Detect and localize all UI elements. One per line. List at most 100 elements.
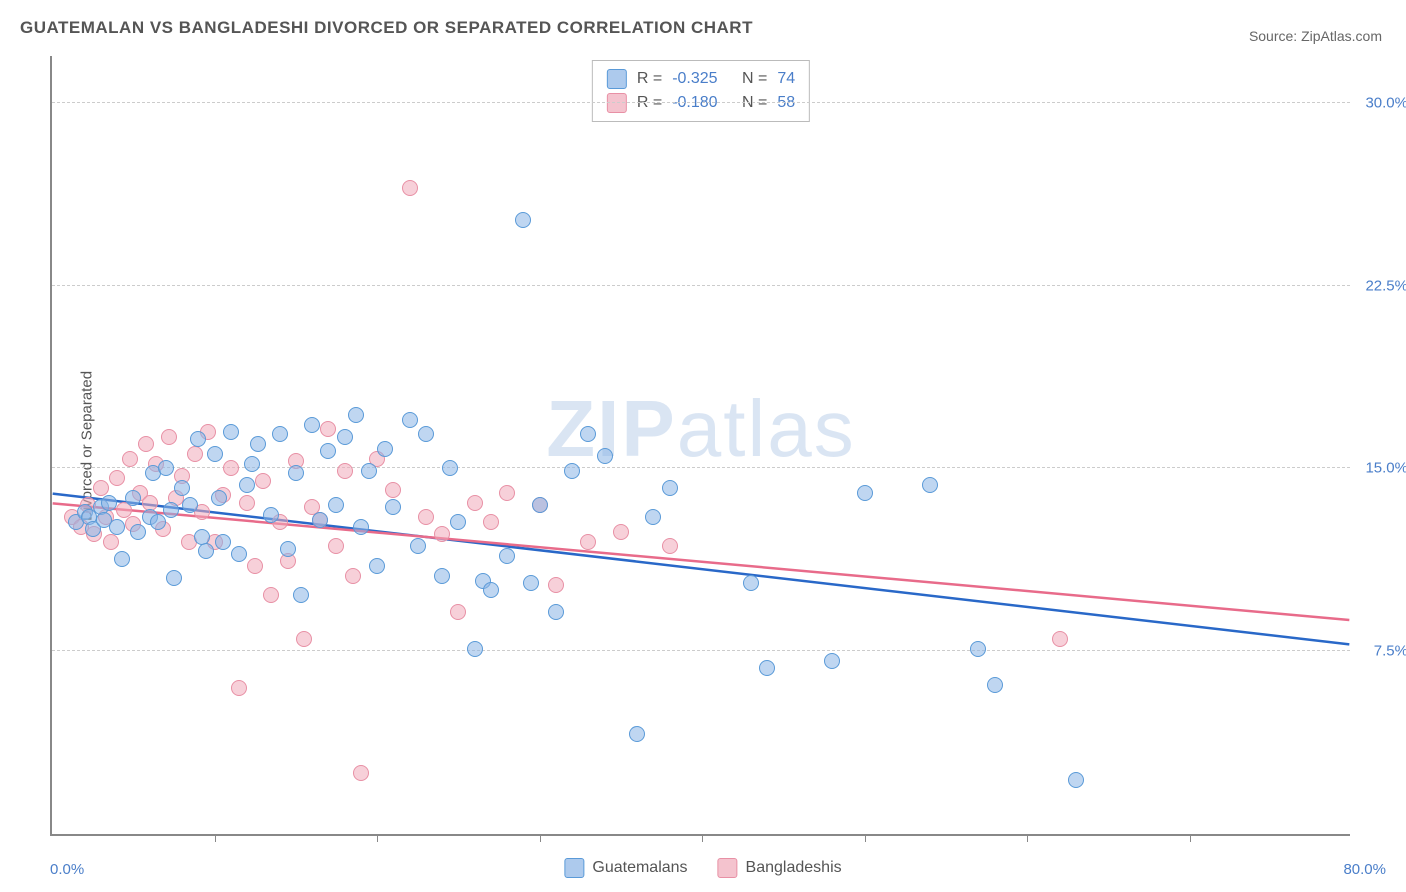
data-point xyxy=(922,477,938,493)
data-point xyxy=(223,424,239,440)
x-tick xyxy=(1190,834,1191,842)
data-point xyxy=(418,509,434,525)
data-point xyxy=(662,538,678,554)
data-point xyxy=(211,490,227,506)
gridline xyxy=(52,650,1350,651)
data-point xyxy=(467,495,483,511)
data-point xyxy=(174,480,190,496)
x-axis-min-label: 0.0% xyxy=(50,861,84,878)
data-point xyxy=(369,558,385,574)
n-value-2: 58 xyxy=(777,91,795,115)
data-point xyxy=(1052,631,1068,647)
r-value-2: -0.180 xyxy=(672,91,717,115)
data-point xyxy=(166,570,182,586)
data-point xyxy=(353,765,369,781)
data-point xyxy=(328,497,344,513)
r-value-1: -0.325 xyxy=(672,67,717,91)
chart-title: GUATEMALAN VS BANGLADESHI DIVORCED OR SE… xyxy=(20,18,753,38)
data-point xyxy=(293,587,309,603)
data-point xyxy=(312,512,328,528)
data-point xyxy=(304,417,320,433)
data-point xyxy=(548,577,564,593)
data-point xyxy=(580,534,596,550)
n-label: N = xyxy=(742,67,767,91)
gridline xyxy=(52,102,1350,103)
data-point xyxy=(296,631,312,647)
data-point xyxy=(142,495,158,511)
data-point xyxy=(564,463,580,479)
legend-item-1: Guatemalans xyxy=(564,858,687,878)
data-point xyxy=(150,514,166,530)
data-point xyxy=(499,548,515,564)
data-point xyxy=(255,473,271,489)
data-point xyxy=(223,460,239,476)
data-point xyxy=(402,412,418,428)
data-point xyxy=(207,446,223,462)
data-point xyxy=(101,495,117,511)
data-point xyxy=(434,526,450,542)
data-point xyxy=(190,431,206,447)
data-point xyxy=(182,497,198,513)
data-point xyxy=(410,538,426,554)
data-point xyxy=(103,534,119,550)
x-axis-max-label: 80.0% xyxy=(1343,861,1386,878)
stats-legend: R = -0.325 N = 74 R = -0.180 N = 58 xyxy=(592,60,810,122)
x-tick xyxy=(1027,834,1028,842)
data-point xyxy=(337,463,353,479)
data-point xyxy=(987,677,1003,693)
data-point xyxy=(244,456,260,472)
data-point xyxy=(662,480,678,496)
swatch-blue-icon xyxy=(607,69,627,89)
swatch-pink-icon xyxy=(607,93,627,113)
data-point xyxy=(361,463,377,479)
stats-row-2: R = -0.180 N = 58 xyxy=(607,91,795,115)
y-tick-label: 22.5% xyxy=(1365,277,1406,294)
data-point xyxy=(377,441,393,457)
data-point xyxy=(239,477,255,493)
data-point xyxy=(597,448,613,464)
data-point xyxy=(532,497,548,513)
data-point xyxy=(280,541,296,557)
data-point xyxy=(418,426,434,442)
x-tick xyxy=(540,834,541,842)
data-point xyxy=(523,575,539,591)
data-point xyxy=(231,546,247,562)
data-point xyxy=(194,529,210,545)
data-point xyxy=(345,568,361,584)
data-point xyxy=(247,558,263,574)
watermark-rest: atlas xyxy=(677,384,856,473)
series-legend: Guatemalans Bangladeshis xyxy=(564,858,841,878)
r-label: R = xyxy=(637,67,662,91)
data-point xyxy=(613,524,629,540)
watermark-bold: ZIP xyxy=(546,384,676,473)
data-point xyxy=(970,641,986,657)
data-point xyxy=(348,407,364,423)
data-point xyxy=(109,470,125,486)
data-point xyxy=(743,575,759,591)
data-point xyxy=(353,519,369,535)
stats-row-1: R = -0.325 N = 74 xyxy=(607,67,795,91)
data-point xyxy=(320,443,336,459)
data-point xyxy=(288,465,304,481)
data-point xyxy=(857,485,873,501)
data-point xyxy=(548,604,564,620)
data-point xyxy=(442,460,458,476)
data-point xyxy=(263,587,279,603)
data-point xyxy=(483,514,499,530)
data-point xyxy=(580,426,596,442)
data-point xyxy=(450,604,466,620)
data-point xyxy=(130,524,146,540)
data-point xyxy=(320,421,336,437)
source-label: Source: ZipAtlas.com xyxy=(1249,28,1382,44)
y-tick-label: 15.0% xyxy=(1365,460,1406,477)
data-point xyxy=(759,660,775,676)
data-point xyxy=(114,551,130,567)
data-point xyxy=(483,582,499,598)
data-point xyxy=(629,726,645,742)
data-point xyxy=(824,653,840,669)
data-point xyxy=(109,519,125,535)
data-point xyxy=(402,180,418,196)
data-point xyxy=(163,502,179,518)
data-point xyxy=(125,490,141,506)
n-value-1: 74 xyxy=(777,67,795,91)
